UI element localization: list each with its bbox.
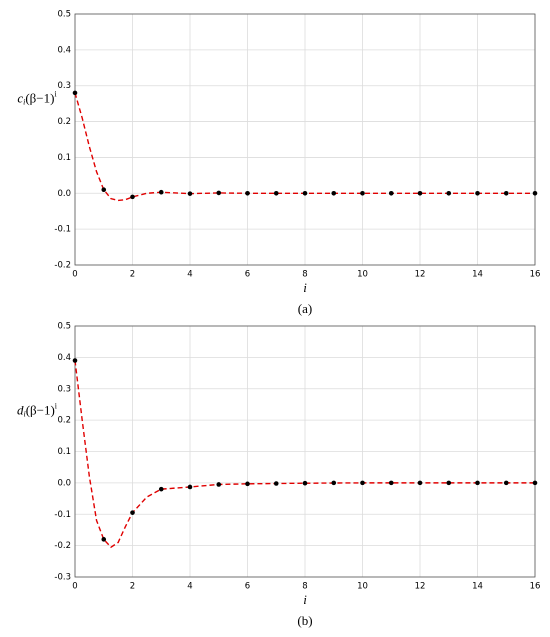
data-point	[158, 189, 164, 195]
data-point	[532, 480, 538, 486]
data-point	[417, 190, 423, 196]
data-point	[417, 480, 423, 486]
data-point	[273, 481, 279, 486]
x-tick-label: 0	[72, 582, 77, 592]
caption: (b)	[297, 613, 312, 628]
data-point	[187, 484, 193, 490]
data-point	[388, 190, 394, 196]
data-point	[388, 480, 394, 486]
y-label-base: c	[17, 90, 23, 105]
y-tick-label: -0.2	[54, 541, 71, 551]
data-point	[475, 480, 480, 486]
x-tick-label: 2	[130, 582, 135, 592]
x-tick-label: 6	[245, 270, 250, 280]
data-point	[101, 537, 107, 542]
y-axis-label: di(β−1)i	[17, 401, 58, 418]
y-tick-label: 0.0	[57, 189, 71, 199]
data-point	[331, 480, 337, 486]
x-tick-label: 4	[187, 270, 192, 280]
x-axis-label: i	[303, 592, 307, 607]
y-tick-label: 0.5	[57, 10, 71, 20]
data-point	[72, 358, 78, 363]
y-tick-label: 0.3	[57, 81, 71, 91]
data-point	[503, 190, 509, 196]
x-tick-label: 12	[415, 582, 426, 592]
x-tick-label: 2	[130, 270, 135, 280]
data-point	[72, 90, 78, 96]
data-point	[302, 190, 308, 196]
caption: (a)	[298, 301, 312, 316]
y-label-sub: i	[23, 409, 25, 418]
y-tick-label: 0.5	[57, 322, 71, 332]
y-label-sub: i	[23, 97, 25, 106]
x-tick-label: 6	[245, 582, 250, 592]
y-tick-label: 0.4	[57, 353, 71, 363]
data-point	[245, 190, 250, 196]
fit-curve	[74, 360, 535, 549]
y-tick-label: 0.1	[57, 153, 71, 163]
data-point	[187, 191, 193, 196]
x-tick-label: 16	[530, 582, 541, 592]
data-point	[273, 190, 279, 196]
x-tick-label: 14	[472, 582, 483, 592]
x-tick-label: 16	[530, 270, 541, 280]
y-tick-label: 0.3	[57, 384, 71, 394]
x-axis-label: i	[303, 280, 307, 295]
x-tick-label: 14	[472, 270, 483, 280]
plot-frame	[74, 13, 536, 266]
y-label-base: d	[17, 402, 24, 417]
data-point	[130, 510, 135, 515]
y-tick-label: -0.2	[54, 261, 71, 271]
y-tick-label: 0.1	[57, 447, 71, 457]
y-tick-label: -0.1	[54, 510, 71, 520]
plot-frame	[74, 325, 536, 578]
data-point	[532, 190, 538, 196]
data-point	[503, 480, 509, 486]
fit-curve	[74, 92, 535, 202]
data-point	[331, 190, 337, 196]
data-point	[446, 190, 452, 196]
data-point	[101, 187, 107, 192]
data-point	[245, 481, 250, 487]
y-axis-label: ci(β−1)i	[17, 89, 57, 106]
x-tick-label: 10	[357, 270, 368, 280]
x-tick-label: 8	[302, 270, 307, 280]
y-label-sup: i	[55, 401, 58, 410]
data-point	[360, 480, 365, 486]
data-point	[158, 486, 164, 492]
data-point	[130, 194, 135, 200]
y-tick-label: 0.2	[57, 416, 71, 426]
data-point	[446, 480, 452, 486]
data-point	[360, 190, 365, 196]
y-tick-label: 0.0	[57, 478, 71, 488]
data-point	[302, 480, 308, 486]
x-tick-label: 4	[187, 582, 192, 592]
y-tick-label: 0.2	[57, 117, 71, 127]
y-tick-label: -0.1	[54, 225, 71, 235]
x-tick-label: 0	[72, 270, 77, 280]
y-tick-label: -0.3	[54, 573, 71, 583]
x-tick-label: 12	[415, 270, 426, 280]
data-point	[216, 190, 222, 196]
y-label-sup: i	[54, 89, 57, 98]
y-label-mid: (β−1)	[25, 90, 54, 105]
y-tick-label: 0.4	[57, 45, 71, 55]
y-label-mid: (β−1)	[26, 402, 55, 417]
data-point	[475, 190, 480, 196]
x-tick-label: 10	[357, 582, 368, 592]
data-point	[216, 482, 222, 487]
x-tick-label: 8	[302, 582, 307, 592]
